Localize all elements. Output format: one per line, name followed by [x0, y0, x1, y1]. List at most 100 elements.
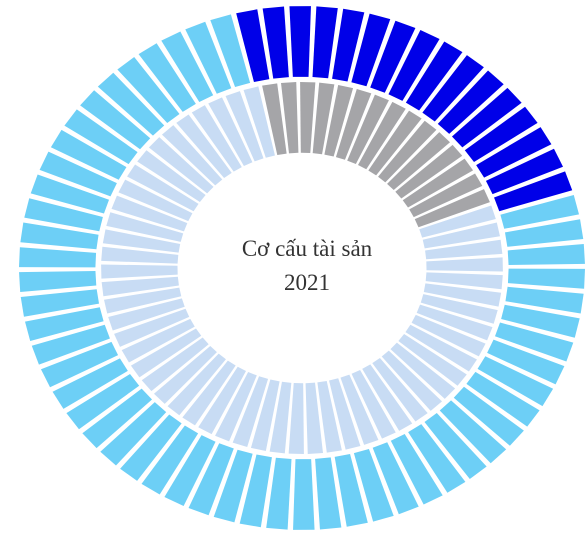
- donut-segment: [504, 219, 584, 247]
- donut-segment: [127, 164, 199, 212]
- donut-segment: [215, 371, 257, 442]
- donut-segment: [117, 57, 180, 124]
- donut-segment: [208, 97, 253, 167]
- donut-segment: [324, 85, 354, 157]
- donut-segment: [266, 457, 292, 530]
- donut-segment: [161, 125, 223, 186]
- donut-segment: [188, 443, 234, 516]
- donut-segment: [167, 353, 226, 416]
- donut-segment: [416, 304, 493, 341]
- donut-segment: [97, 72, 165, 136]
- chart-title: Cơ cấu tài sản 2021: [241, 236, 373, 295]
- donut-segment: [372, 357, 428, 422]
- donut-segment: [262, 6, 289, 79]
- donut-segment: [250, 379, 280, 451]
- donut-segment: [101, 264, 178, 279]
- donut-segment: [347, 94, 389, 165]
- donut-segment: [269, 381, 292, 454]
- donut-segment: [507, 268, 585, 289]
- donut-segment: [422, 55, 484, 122]
- donut-segment: [24, 198, 103, 232]
- donut-segment: [100, 402, 167, 466]
- donut-segment: [315, 457, 342, 530]
- donut-segment: [420, 294, 498, 324]
- donut-segment: [161, 31, 214, 103]
- donut-segment: [340, 374, 379, 445]
- donut-segment: [305, 382, 323, 454]
- donut-segment: [20, 289, 100, 317]
- donut-segment: [281, 82, 299, 154]
- donut-segment: [239, 454, 272, 528]
- donut-segment: [138, 43, 196, 112]
- donut-segment: [423, 283, 502, 307]
- donut-segment: [500, 195, 579, 229]
- donut-segment: [39, 151, 117, 197]
- donut-segment: [114, 308, 190, 347]
- donut-segment: [370, 20, 416, 93]
- donut-segment: [505, 286, 584, 314]
- donut-segment: [425, 272, 503, 290]
- donut-segment: [25, 307, 104, 341]
- donut-segment: [213, 449, 253, 523]
- donut-segment: [191, 105, 242, 172]
- donut-segment: [120, 414, 182, 481]
- donut-segment: [390, 342, 456, 399]
- donut-segment: [104, 287, 182, 314]
- donut-segment: [329, 378, 361, 450]
- donut-segment: [405, 41, 463, 111]
- donut-segment: [288, 383, 304, 455]
- donut-segment: [351, 13, 391, 87]
- donut-segment: [121, 318, 195, 363]
- donut-segment: [19, 247, 97, 268]
- donut-segment: [66, 373, 140, 430]
- donut-segment: [398, 333, 467, 386]
- donut-segment: [300, 81, 316, 153]
- donut-segment: [332, 8, 365, 82]
- donut-segment: [176, 114, 232, 179]
- donut-segment: [19, 271, 97, 293]
- donut-segment: [108, 298, 185, 331]
- donut-segment: [451, 87, 522, 148]
- donut-segment: [141, 425, 199, 495]
- donut-segment: [137, 150, 206, 203]
- donut-segment: [130, 328, 202, 378]
- donut-segment: [30, 174, 110, 214]
- donut-segment: [20, 222, 99, 250]
- donut-segment: [419, 205, 496, 238]
- donut-segment: [358, 101, 406, 170]
- donut-segment: [466, 371, 540, 427]
- donut-segment: [368, 110, 422, 176]
- donut-segment: [353, 448, 394, 522]
- donut-segment: [395, 144, 463, 199]
- donut-segment: [381, 350, 443, 411]
- donut-segment: [31, 324, 110, 365]
- donut-segment: [334, 454, 368, 527]
- donut-segment: [437, 70, 504, 134]
- donut-segment: [40, 341, 119, 388]
- donut-segment: [501, 304, 580, 338]
- donut-segment: [476, 127, 552, 178]
- donut-segment: [422, 222, 500, 249]
- donut-segment: [101, 276, 179, 297]
- donut-segment: [494, 322, 574, 362]
- donut-segment: [153, 345, 217, 404]
- donut-segment: [164, 435, 216, 506]
- donut-segment: [141, 337, 209, 392]
- donut-segment: [210, 14, 251, 88]
- donut-segment: [378, 120, 437, 183]
- donut-segment: [182, 360, 236, 426]
- donut-segment: [82, 388, 153, 449]
- donut-segment: [387, 132, 451, 191]
- donut-segment: [64, 109, 138, 165]
- donut-segment: [312, 6, 338, 79]
- donut-segment: [414, 189, 490, 228]
- donut-segment: [487, 339, 565, 385]
- donut-segment: [390, 433, 443, 505]
- donut-segment: [464, 106, 538, 163]
- donut-segment: [439, 400, 507, 464]
- donut-segment: [148, 137, 214, 194]
- donut-segment: [225, 91, 264, 162]
- donut-segment: [372, 442, 419, 515]
